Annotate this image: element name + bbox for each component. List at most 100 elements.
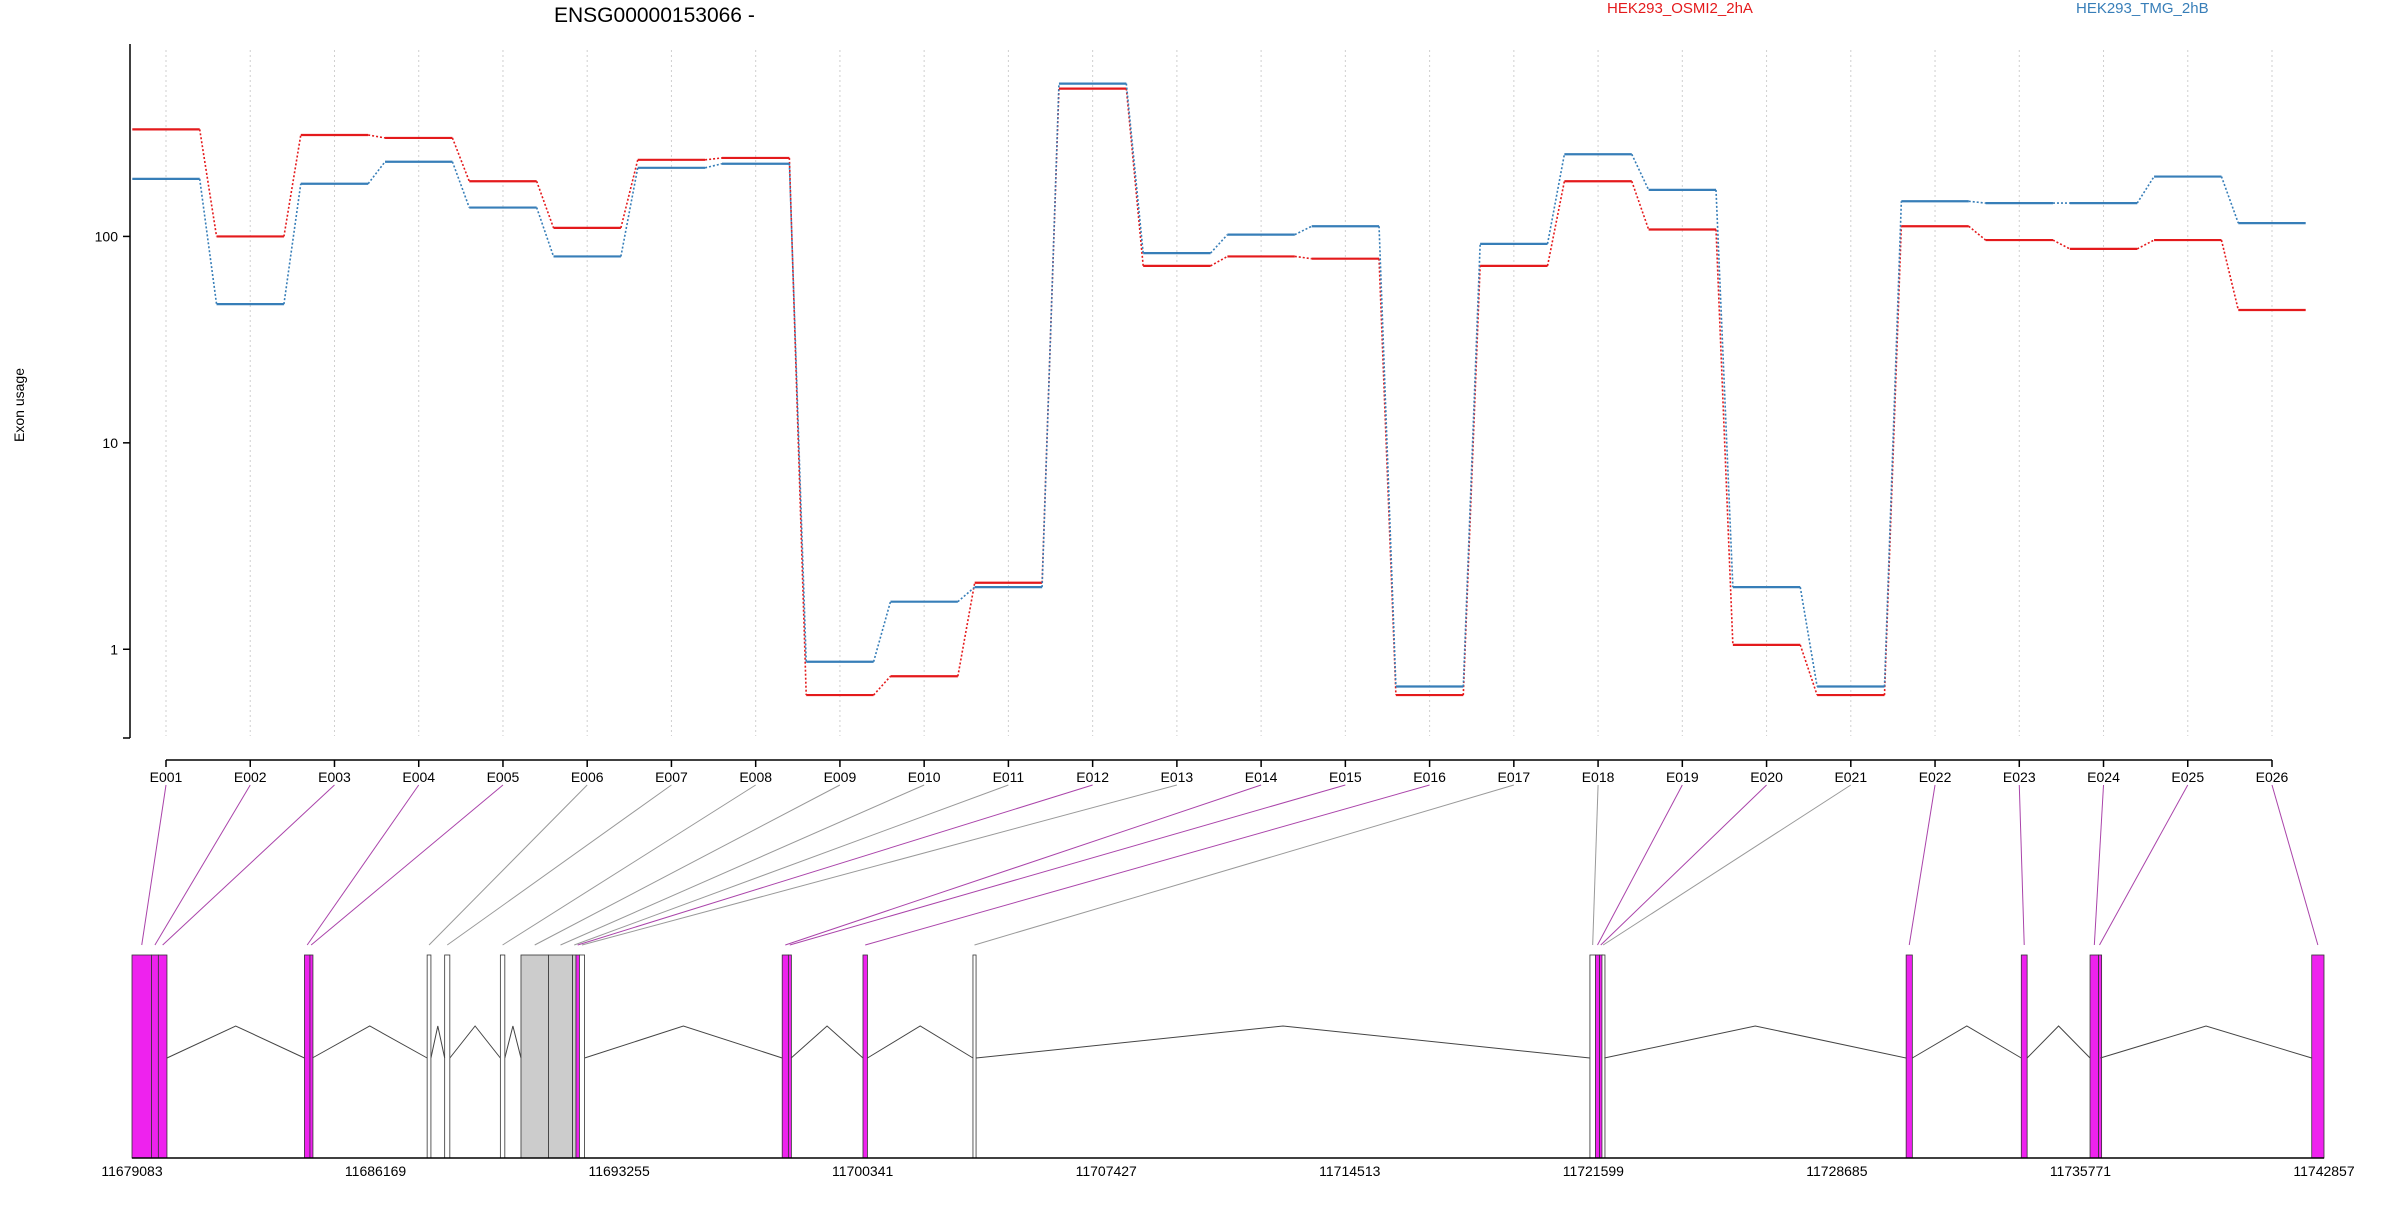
exon-E016 [862, 954, 868, 1159]
series-2-connector-11 [1041, 83, 1060, 588]
series-1-connector-17 [1546, 181, 1566, 267]
exon-connector-E009 [534, 784, 841, 946]
exon-connector-E013 [581, 784, 1178, 946]
exon-E014 [781, 954, 789, 1159]
series-1-connector-13 [1210, 255, 1228, 267]
y-tick-label-1: 1 [110, 641, 118, 657]
intron-16 [867, 1025, 974, 1059]
legend-series-2: HEK293_TMG_2hB [2076, 0, 2209, 17]
x-tick-label-E010: E010 [908, 769, 941, 785]
chart-title: ENSG00000153066 - [554, 4, 755, 27]
series-2-connector-6 [620, 167, 639, 257]
x-tick-label-E008: E008 [739, 769, 772, 785]
exon-E025 [2098, 954, 2103, 1159]
x-tick-label-E022: E022 [1919, 769, 1952, 785]
exon-connector-E020 [1600, 784, 1767, 946]
exon-E013 [579, 954, 585, 1159]
x-tick-label-E015: E015 [1329, 769, 1362, 785]
series-1-connector-4 [451, 137, 471, 182]
series-2-connector-25 [2220, 176, 2240, 224]
exon-connector-E003 [162, 784, 335, 946]
intron-5 [312, 1025, 428, 1059]
intron-8 [504, 1025, 522, 1059]
series-1-connector-19 [1715, 229, 1734, 645]
intron-22 [1912, 1025, 2022, 1059]
series-1-connector-23 [2052, 239, 2071, 250]
exon-E008 [499, 954, 506, 1159]
x-tick-label-E006: E006 [571, 769, 604, 785]
x-tick-label-E014: E014 [1245, 769, 1278, 785]
exon-E011 [572, 954, 577, 1159]
y-axis-label: Exon usage [11, 368, 27, 442]
exon-E015 [787, 954, 792, 1159]
gene-model: 11679083 11686169 11693255 11700341 11707427… [101, 784, 2355, 1179]
exon-connector-E023 [2018, 784, 2025, 946]
series-2-connector-12 [1125, 83, 1144, 254]
exon-connector-E014 [785, 784, 1262, 946]
x-tick-label-E005: E005 [487, 769, 520, 785]
series-1-connector-14 [1294, 255, 1312, 260]
grid-layer [165, 50, 2273, 736]
series-2-connector-19 [1715, 189, 1734, 588]
series-1-connector-25 [2220, 239, 2240, 311]
exon-connector-E012 [577, 784, 1093, 946]
x-tick-label-E021: E021 [1834, 769, 1867, 785]
intron-7 [449, 1025, 501, 1059]
series-2-connector-1 [198, 178, 218, 305]
x-tick-label-E009: E009 [824, 769, 857, 785]
exon-connector-E021 [1602, 784, 1852, 946]
intron-25 [2100, 1025, 2312, 1059]
genomic-tick-label-8: 11735771 [2050, 1163, 2111, 1179]
exon-E007 [444, 954, 451, 1159]
exon-connector-E022 [1908, 784, 1936, 946]
exon-E022 [1905, 954, 1913, 1159]
series-1-connector-10 [957, 582, 976, 677]
exon-E003 [157, 954, 168, 1159]
exon-connector-E026 [2271, 784, 2319, 946]
exon-E019 [1595, 954, 1600, 1159]
exon-connector-E010 [560, 784, 925, 946]
series-2-connector-16 [1462, 243, 1481, 687]
exon-connector-E001 [141, 784, 167, 946]
genomic-tick-label-9: 11742857 [2293, 1163, 2354, 1179]
genomic-tick-label-1: 11686169 [345, 1163, 406, 1179]
series-1-connector-9 [873, 675, 892, 696]
series-2-connector-9 [872, 601, 892, 662]
genomic-tick-label-4: 11707427 [1076, 1163, 1137, 1179]
series-1-connector-18 [1631, 181, 1650, 230]
x-tick-label-E024: E024 [2087, 769, 2120, 785]
intron-3 [166, 1025, 305, 1059]
exon-E017 [972, 954, 977, 1159]
x-tick-label-E026: E026 [2256, 769, 2289, 785]
series-2-connector-10 [957, 586, 976, 603]
exon-E026 [2311, 954, 2325, 1159]
exon-E009 [520, 954, 549, 1159]
series-1-connector-20 [1799, 644, 1818, 696]
exon-E023 [2020, 954, 2028, 1159]
intron-15 [790, 1025, 864, 1059]
series-1-connector-2 [283, 134, 302, 237]
series-layer [132, 82, 2306, 697]
x-tick-label-E023: E023 [2003, 769, 2036, 785]
x-tick-label-E002: E002 [234, 769, 267, 785]
exon-E012 [575, 954, 580, 1159]
exon-connector-E018 [1592, 784, 1599, 946]
exon-connector-E024 [2093, 784, 2105, 946]
legend-series-1: HEK293_OSMI2_2hA [1607, 0, 1753, 17]
series-2-connector-2 [283, 183, 302, 305]
series-2-connector-13 [1209, 234, 1229, 254]
x-tick-label-E001: E001 [150, 769, 183, 785]
axes-layer: 1 10 100 E001 E002 E003 E004 E005 E006 E007 E008 E0… [95, 44, 2289, 785]
exon-E010 [548, 954, 573, 1159]
series-2-connector-20 [1799, 586, 1818, 687]
intron-23 [2026, 1025, 2091, 1059]
exon-connector-E011 [574, 784, 1009, 946]
exon-connector-E016 [865, 784, 1430, 946]
series-1-connector-6 [620, 159, 639, 229]
series-1-connector-3 [368, 134, 386, 139]
x-tick-label-E017: E017 [1497, 769, 1530, 785]
series-1 [132, 87, 2306, 697]
series-1-connector-22 [1968, 225, 1987, 241]
x-tick-label-E020: E020 [1750, 769, 1783, 785]
